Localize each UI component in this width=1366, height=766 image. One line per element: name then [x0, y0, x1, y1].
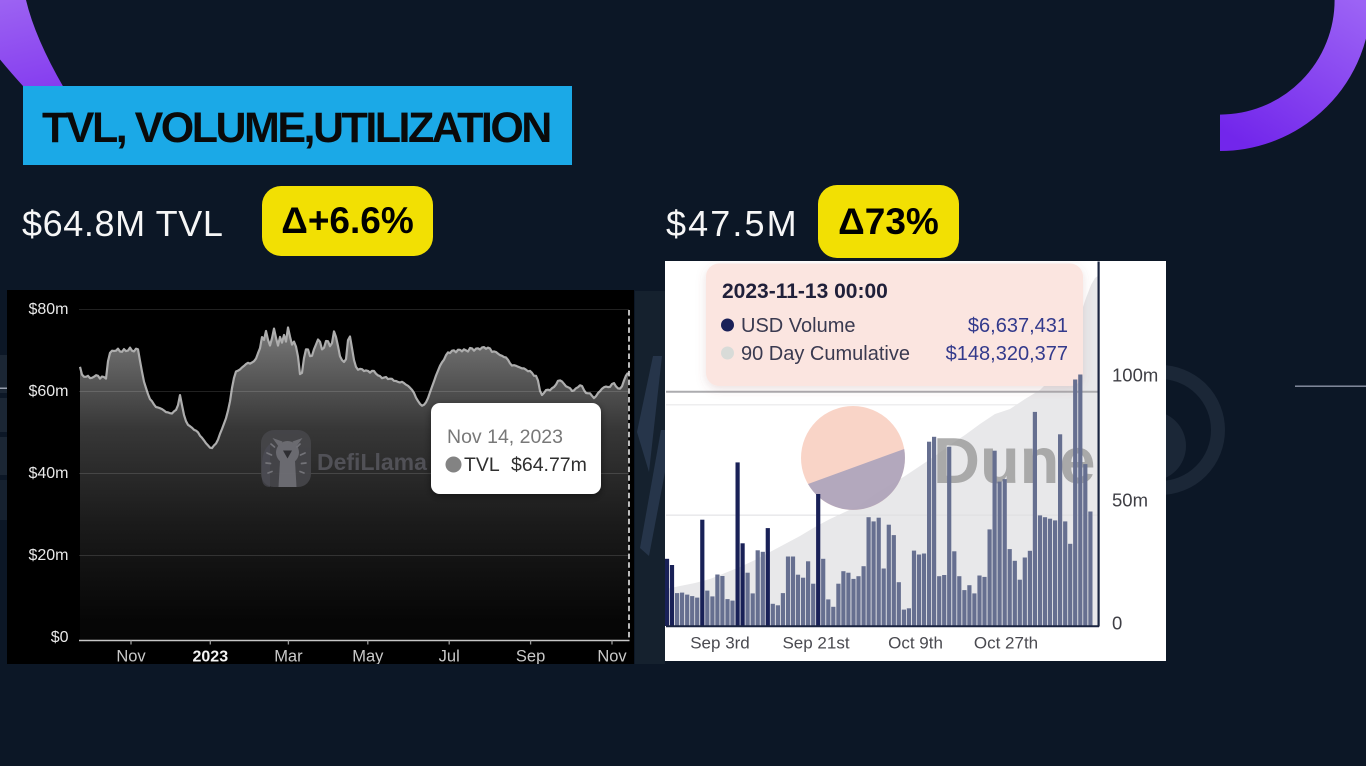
svg-text:2023-11-13 00:00: 2023-11-13 00:00 [722, 280, 888, 303]
svg-text:Nov 14, 2023: Nov 14, 2023 [447, 426, 563, 448]
svg-text:$60m: $60m [28, 383, 68, 400]
svg-text:50m: 50m [1112, 489, 1148, 510]
svg-text:Mar: Mar [274, 648, 303, 665]
svg-text:DefiLlama: DefiLlama [317, 449, 427, 475]
svg-text:0: 0 [1112, 613, 1122, 634]
svg-text:100m: 100m [1112, 364, 1158, 385]
svg-text:Nov: Nov [597, 648, 627, 665]
svg-text:May: May [352, 648, 384, 665]
svg-text:Dune: Dune [933, 424, 1096, 497]
svg-text:$0: $0 [51, 629, 69, 646]
svg-text:Oct 9th: Oct 9th [888, 634, 943, 653]
svg-text:$6,637,431: $6,637,431 [968, 315, 1068, 337]
svg-text:Sep 3rd: Sep 3rd [690, 634, 750, 653]
svg-text:2023: 2023 [193, 649, 229, 665]
svg-text:Sep 21st: Sep 21st [782, 634, 849, 653]
svg-text:Oct 27th: Oct 27th [974, 634, 1038, 653]
svg-text:Nov: Nov [116, 648, 146, 665]
svg-text:Jul: Jul [439, 648, 460, 665]
svg-text:90 Day Cumulative: 90 Day Cumulative [741, 343, 910, 365]
svg-text:$80m: $80m [28, 301, 68, 318]
svg-text:$148,320,377: $148,320,377 [946, 343, 1068, 365]
svg-text:Sep: Sep [516, 648, 545, 665]
svg-text:$20m: $20m [28, 547, 68, 564]
svg-text:$64.77m: $64.77m [511, 454, 587, 476]
svg-text:TVL: TVL [464, 454, 500, 476]
svg-text:USD Volume: USD Volume [741, 315, 856, 337]
svg-text:$40m: $40m [28, 465, 68, 482]
